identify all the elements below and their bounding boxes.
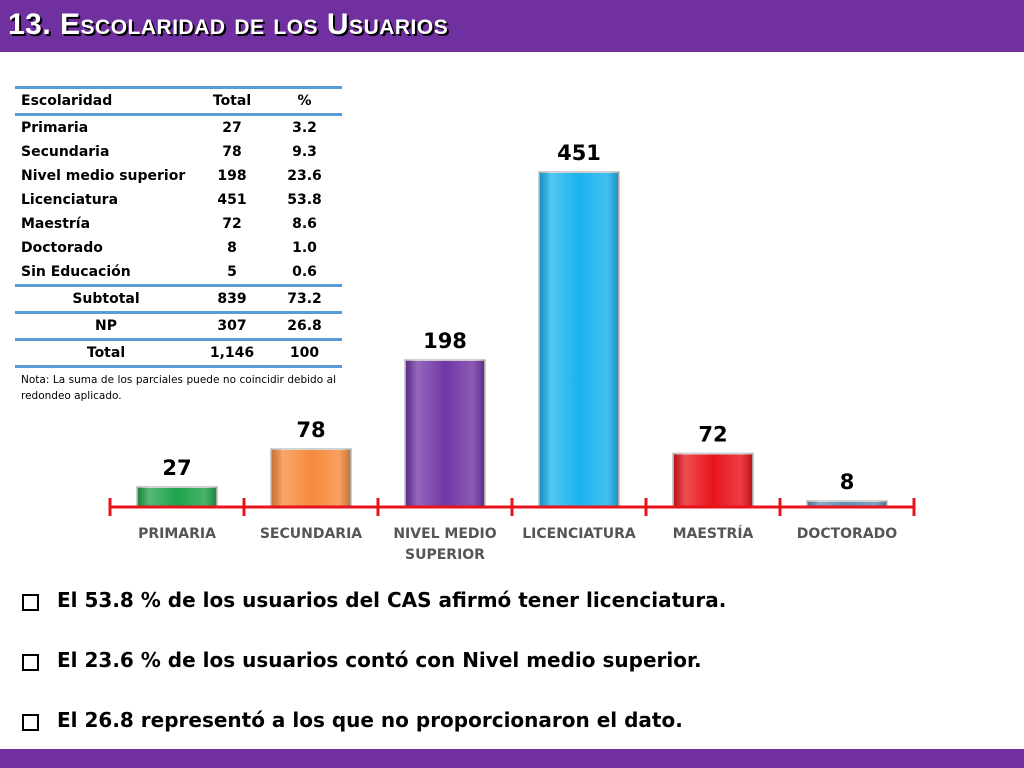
table-header-row: Escolaridad Total %: [15, 86, 342, 116]
np-total: 307: [197, 311, 267, 340]
checkbox-bullet-icon: [22, 594, 39, 611]
bullet-list: El 53.8 % de los usuarios del CAS afirmó…: [22, 588, 1012, 768]
row-label: Nivel medio superior: [21, 168, 186, 184]
data-label: 27: [162, 456, 191, 480]
table-row: Doctorado 8 1.0: [15, 236, 342, 260]
category-label: PRIMARIA: [138, 526, 216, 542]
bullet-item: El 23.6 % de los usuarios contó con Nive…: [22, 648, 1012, 708]
column-header-total: Total: [197, 86, 267, 116]
row-label: Primaria: [21, 120, 89, 136]
row-label: Sin Educación: [21, 264, 131, 280]
bullet-text: El 23.6 % de los usuarios contó con Nive…: [57, 648, 702, 672]
column-header-percent: %: [267, 86, 342, 116]
column-header-escolaridad: Escolaridad: [15, 86, 197, 116]
np-row: NP 307 26.8: [15, 311, 342, 340]
category-label: MAESTRÍA: [673, 525, 754, 542]
total-label: Total: [15, 338, 197, 368]
bar-highlight: [405, 359, 485, 507]
row-percent: 1.0: [292, 240, 317, 256]
total-total: 1,146: [197, 338, 267, 368]
subtotal-row: Subtotal 839 73.2: [15, 284, 342, 313]
subtotal-label: Subtotal: [15, 284, 197, 313]
bullet-text: El 53.8 % de los usuarios del CAS afirmó…: [57, 588, 727, 612]
category-label: DOCTORADO: [797, 526, 897, 542]
data-label: 451: [557, 141, 601, 165]
table-row: Licenciatura 451 53.8: [15, 188, 342, 212]
data-label: 78: [296, 418, 325, 442]
table-row: Sin Educación 5 0.6: [15, 260, 342, 286]
footer-bar: [0, 749, 1024, 768]
row-label: Secundaria: [21, 144, 110, 160]
row-total: 198: [217, 168, 247, 184]
row-percent: 23.6: [287, 168, 322, 184]
table-row: Maestría 72 8.6: [15, 212, 342, 236]
table-note: Nota: La suma de los parciales puede no …: [21, 374, 336, 402]
np-percent: 26.8: [267, 311, 342, 340]
category-label: SECUNDARIA: [260, 526, 362, 542]
page-title: 13. Escolaridad de los Usuarios: [8, 8, 449, 41]
bar-highlight: [807, 501, 887, 507]
checkbox-bullet-icon: [22, 714, 39, 731]
checkbox-bullet-icon: [22, 654, 39, 671]
row-percent: 8.6: [292, 216, 317, 232]
table-row: Secundaria 78 9.3: [15, 140, 342, 164]
subtotal-total: 839: [197, 284, 267, 313]
total-percent: 100: [267, 338, 342, 368]
category-label: SUPERIOR: [405, 547, 485, 563]
table-row: Nivel medio superior 198 23.6: [15, 164, 342, 188]
data-label: 198: [423, 329, 467, 353]
bar-highlight: [673, 453, 753, 507]
bar-chart: 27 PRIMARIA 78 SECUNDARIA 198 NIVEL MEDIO SUPE…: [108, 141, 916, 563]
bar-highlight: [271, 449, 351, 507]
subtotal-percent: 73.2: [267, 284, 342, 313]
row-label: Maestría: [21, 216, 91, 232]
row-percent: 53.8: [287, 192, 322, 208]
row-percent: 9.3: [292, 144, 317, 160]
category-label: NIVEL MEDIO: [393, 526, 496, 542]
data-label: 72: [698, 423, 727, 447]
row-percent: 3.2: [292, 120, 317, 136]
row-total: 451: [217, 192, 247, 208]
row-total: 27: [222, 120, 242, 136]
bullet-item: El 53.8 % de los usuarios del CAS afirmó…: [22, 588, 1012, 648]
row-total: 72: [222, 216, 242, 232]
bar-highlight: [137, 486, 217, 507]
bullet-item: El 26.8 representó a los que no proporci…: [22, 708, 1012, 768]
table-row: Primaria 27 3.2: [15, 115, 342, 141]
row-total: 78: [222, 144, 242, 160]
row-label: Doctorado: [21, 240, 103, 256]
row-percent: 0.6: [292, 264, 317, 280]
row-total: 8: [227, 240, 237, 256]
np-label: NP: [15, 311, 197, 340]
education-table: Escolaridad Total % Primaria 27 3.2 Secu…: [15, 86, 342, 404]
title-bar: [0, 0, 1024, 52]
row-total: 5: [227, 264, 237, 280]
total-row: Total 1,146 100: [15, 338, 342, 368]
category-label: LICENCIATURA: [522, 526, 636, 542]
bullet-text: El 26.8 representó a los que no proporci…: [57, 708, 683, 732]
bar-highlight: [539, 172, 619, 507]
data-label: 8: [840, 470, 855, 494]
row-label: Licenciatura: [21, 192, 119, 208]
